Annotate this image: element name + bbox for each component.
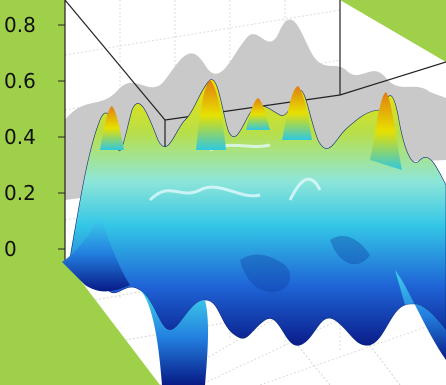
surface-left-skirt xyxy=(62,215,130,292)
surface-shading xyxy=(240,235,370,293)
peak-a xyxy=(196,80,226,150)
z-tick-label-2: 0.4 xyxy=(4,125,36,149)
z-tick-label-0: 0 xyxy=(4,237,17,261)
peak-e xyxy=(100,106,124,150)
z-tick-label-3: 0.6 xyxy=(4,69,36,93)
peak-b xyxy=(282,86,312,140)
z-tick-label-1: 0.2 xyxy=(4,181,36,205)
z-axis: 0 0.2 0.4 0.6 0.8 xyxy=(4,13,65,261)
peak-c xyxy=(370,92,402,170)
surface-right-skirt xyxy=(395,270,446,360)
peak-d xyxy=(246,98,270,130)
z-tick-label-4: 0.8 xyxy=(4,13,36,37)
surface-front-skirt xyxy=(140,290,209,385)
